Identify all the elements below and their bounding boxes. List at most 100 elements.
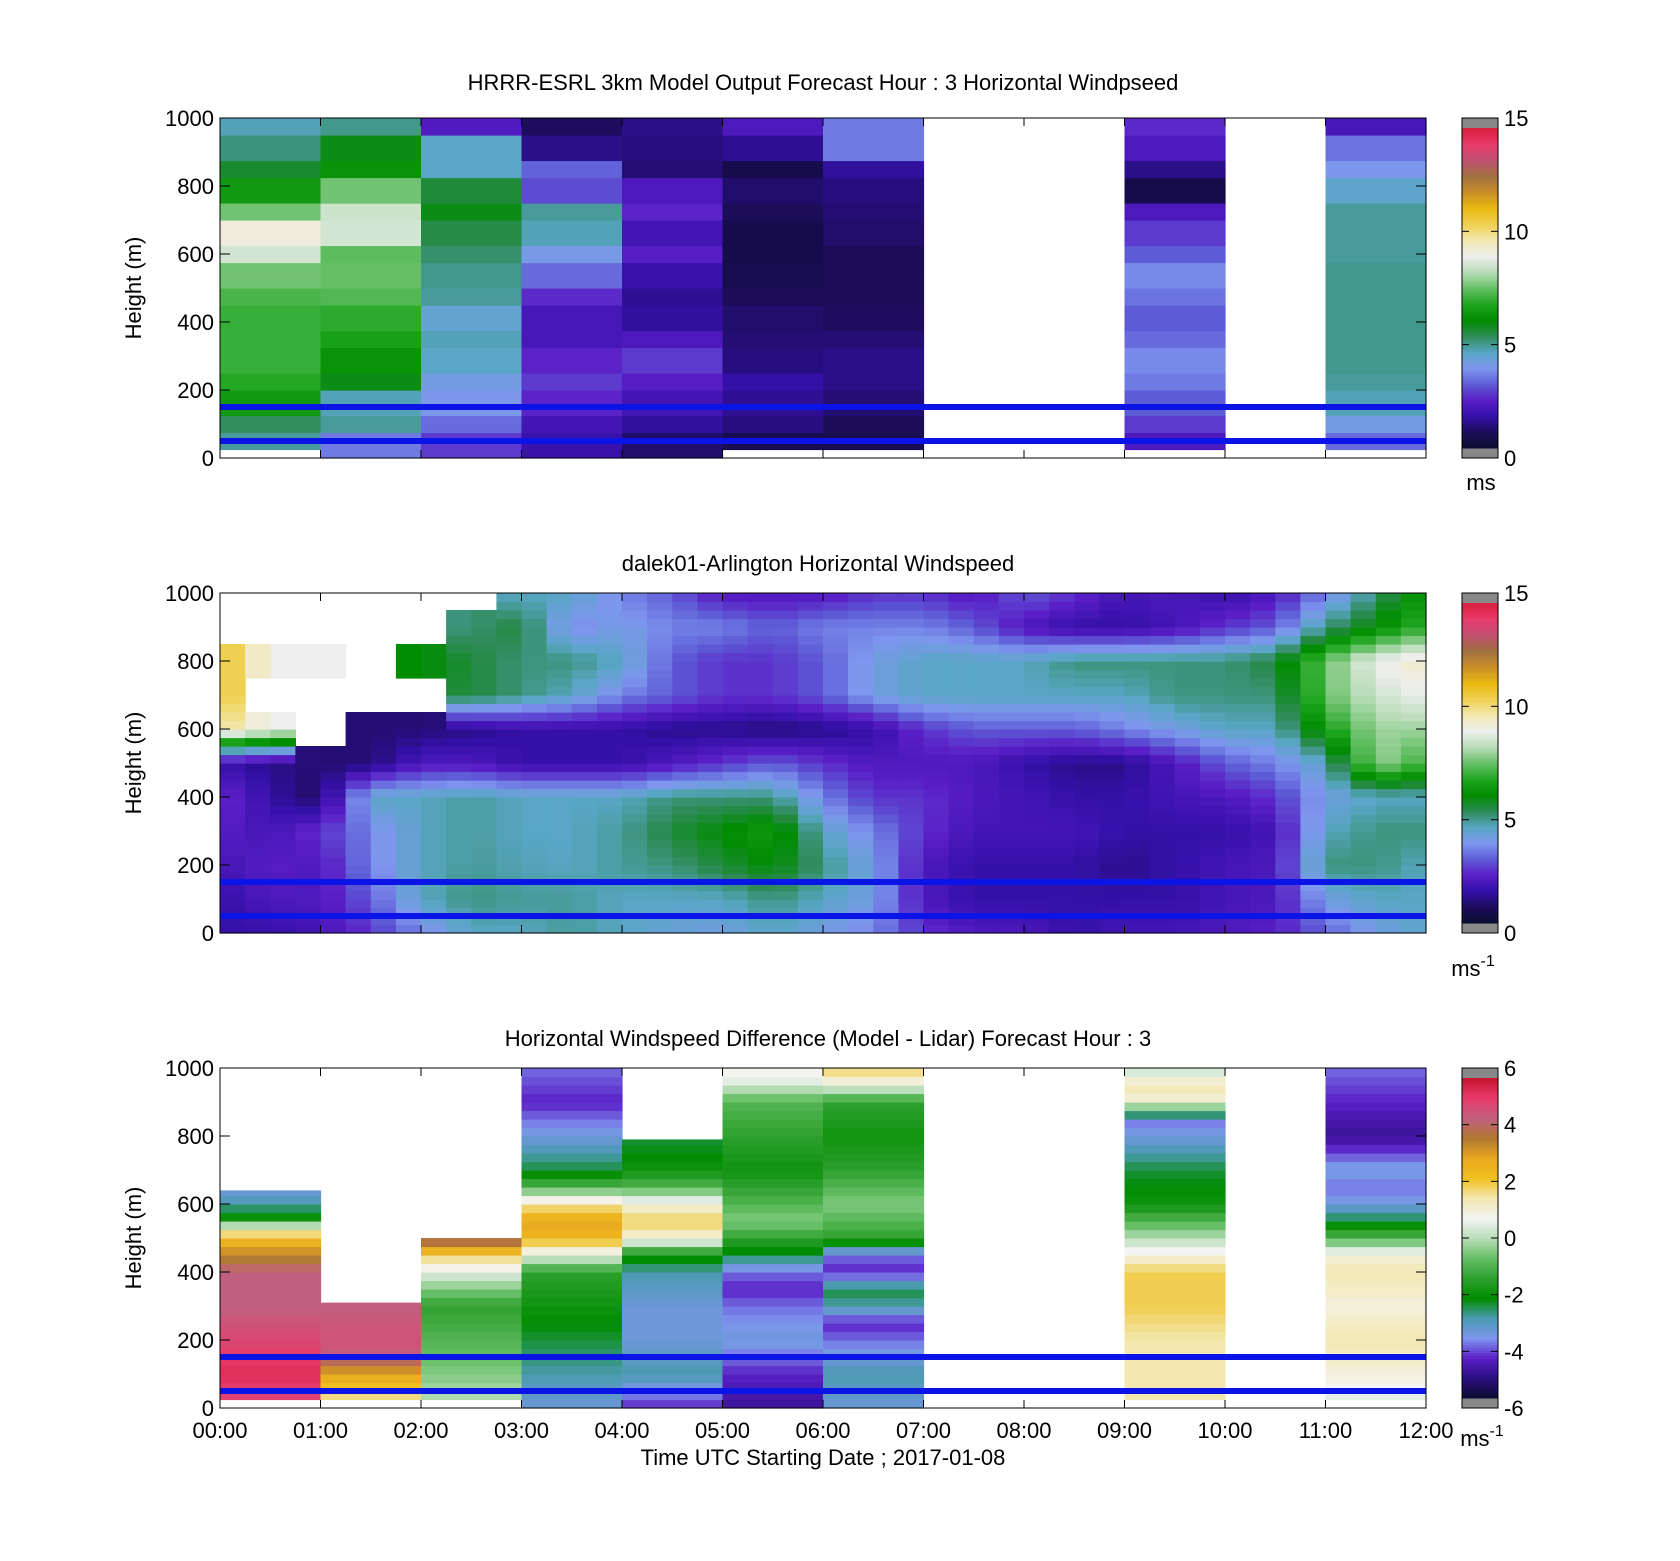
lidar-heatmap-cell bbox=[1325, 635, 1352, 645]
lidar-colorbar-segment bbox=[1462, 739, 1498, 743]
lidar-heatmap-cell bbox=[923, 652, 950, 662]
lidar-heatmap-cell bbox=[446, 763, 472, 773]
lidar-heatmap-cell bbox=[672, 610, 698, 620]
lidar-heatmap-cell bbox=[521, 593, 548, 603]
model-heatmap-cell bbox=[421, 203, 523, 213]
lidar-heatmap-cell bbox=[848, 763, 874, 773]
lidar-heatmap-cell bbox=[948, 661, 975, 671]
lidar-heatmap-cell bbox=[1124, 873, 1151, 883]
model-heatmap-cell bbox=[722, 373, 824, 383]
difference-heatmap-cell bbox=[1124, 1161, 1226, 1171]
model-heatmap-cell bbox=[1325, 160, 1427, 170]
lidar-heatmap-cell bbox=[421, 652, 447, 662]
difference-heatmap-cell bbox=[421, 1238, 523, 1248]
lidar-heatmap-cell bbox=[220, 805, 246, 815]
model-heatmap-cell bbox=[823, 169, 925, 179]
lidar-heatmap-cell bbox=[446, 865, 472, 875]
lidar-heatmap-cell bbox=[295, 754, 322, 764]
lidar-heatmap-cell bbox=[571, 805, 598, 815]
difference-heatmap-cell bbox=[823, 1153, 925, 1163]
lidar-heatmap-cell bbox=[1199, 627, 1226, 637]
model-heatmap-cell bbox=[220, 305, 322, 315]
model-heatmap-cell bbox=[722, 415, 824, 425]
lidar-heatmap-cell bbox=[1149, 686, 1176, 696]
model-heatmap-cell bbox=[722, 143, 824, 153]
lidar-colorbar-segment bbox=[1462, 899, 1498, 903]
difference-colorbar-segment bbox=[1462, 1192, 1498, 1196]
difference-heatmap-cell bbox=[823, 1110, 925, 1120]
difference-y-axis-label: Height (m) bbox=[121, 1187, 146, 1290]
lidar-heatmap-cell bbox=[421, 814, 447, 824]
lidar-heatmap-cell bbox=[998, 712, 1025, 722]
lidar-heatmap-cell bbox=[973, 737, 1000, 747]
difference-colorbar-segment bbox=[1462, 1304, 1498, 1308]
lidar-heatmap-cell bbox=[546, 669, 573, 679]
lidar-heatmap-cell bbox=[823, 661, 849, 671]
lidar-heatmap-cell bbox=[1049, 899, 1075, 909]
lidar-heatmap-cell bbox=[722, 720, 749, 730]
lidar-heatmap-cell bbox=[345, 797, 372, 807]
lidar-heatmap-cell bbox=[772, 601, 799, 611]
lidar-heatmap-cell bbox=[1074, 618, 1100, 628]
difference-heatmap-cell bbox=[521, 1357, 623, 1367]
lidar-heatmap-cell bbox=[496, 720, 523, 730]
lidar-heatmap-cell bbox=[370, 831, 397, 841]
model-colorbar-segment bbox=[1462, 325, 1498, 329]
lidar-colorbar-segment bbox=[1462, 621, 1498, 625]
lidar-heatmap-cell bbox=[521, 882, 548, 892]
model-colorbar-segment bbox=[1462, 421, 1498, 425]
lidar-heatmap-cell bbox=[973, 907, 1000, 917]
lidar-heatmap-cell bbox=[797, 924, 824, 934]
lidar-heatmap-cell bbox=[1199, 593, 1226, 603]
model-heatmap-cell bbox=[421, 160, 523, 170]
lidar-heatmap-cell bbox=[898, 754, 925, 764]
lidar-heatmap-cell bbox=[672, 839, 698, 849]
difference-colorbar-segment bbox=[1462, 1307, 1498, 1311]
lidar-heatmap-cell bbox=[1400, 873, 1427, 883]
lidar-heatmap-cell bbox=[446, 873, 472, 883]
lidar-heatmap-cell bbox=[1049, 924, 1075, 934]
difference-heatmap-cell bbox=[521, 1085, 623, 1095]
lidar-heatmap-cell bbox=[270, 899, 296, 909]
lidar-heatmap-cell bbox=[596, 856, 623, 866]
lidar-heatmap-cell bbox=[772, 907, 799, 917]
difference-heatmap-cell bbox=[521, 1144, 623, 1154]
lidar-heatmap-cell bbox=[873, 686, 899, 696]
lidar-colorbar-segment bbox=[1462, 709, 1498, 713]
model-heatmap-cell bbox=[220, 347, 322, 357]
lidar-heatmap-cell bbox=[1199, 644, 1226, 654]
difference-y-tick-label: 600 bbox=[177, 1192, 214, 1217]
model-heatmap-cell bbox=[722, 339, 824, 349]
lidar-heatmap-cell bbox=[496, 924, 523, 934]
lidar-heatmap-cell bbox=[320, 797, 347, 807]
lidar-colorbar-segment bbox=[1462, 648, 1498, 652]
lidar-heatmap-cell bbox=[521, 695, 548, 705]
lidar-heatmap-cell bbox=[370, 780, 397, 790]
lidar-heatmap-cell bbox=[1225, 797, 1251, 807]
lidar-heatmap-cell bbox=[596, 839, 623, 849]
lidar-heatmap-cell bbox=[521, 686, 548, 696]
lidar-heatmap-cell bbox=[446, 899, 472, 909]
lidar-heatmap-cell bbox=[923, 712, 950, 722]
lidar-heatmap-cell bbox=[521, 865, 548, 875]
model-colorbar-segment bbox=[1462, 200, 1498, 204]
lidar-heatmap-cell bbox=[1250, 814, 1276, 824]
model-heatmap-cell bbox=[421, 279, 523, 289]
lidar-heatmap-cell bbox=[1375, 635, 1402, 645]
difference-heatmap-cell bbox=[1124, 1229, 1226, 1239]
lidar-heatmap-cell bbox=[245, 873, 271, 883]
lidar-heatmap-cell bbox=[647, 618, 673, 628]
model-heatmap-cell bbox=[220, 288, 322, 298]
lidar-heatmap-cell bbox=[1199, 737, 1226, 747]
lidar-heatmap-cell bbox=[471, 618, 497, 628]
lidar-heatmap-cell bbox=[496, 907, 523, 917]
lidar-heatmap-cell bbox=[948, 669, 975, 679]
lidar-colorbar-segment bbox=[1462, 805, 1498, 809]
lidar-heatmap-cell bbox=[1350, 890, 1377, 900]
model-heatmap-cell bbox=[220, 432, 322, 442]
lidar-heatmap-cell bbox=[220, 848, 246, 858]
model-colorbar-end-top bbox=[1462, 118, 1498, 128]
model-colorbar-segment bbox=[1462, 320, 1498, 324]
lidar-heatmap-cell bbox=[697, 746, 724, 756]
lidar-heatmap-cell bbox=[521, 610, 548, 620]
